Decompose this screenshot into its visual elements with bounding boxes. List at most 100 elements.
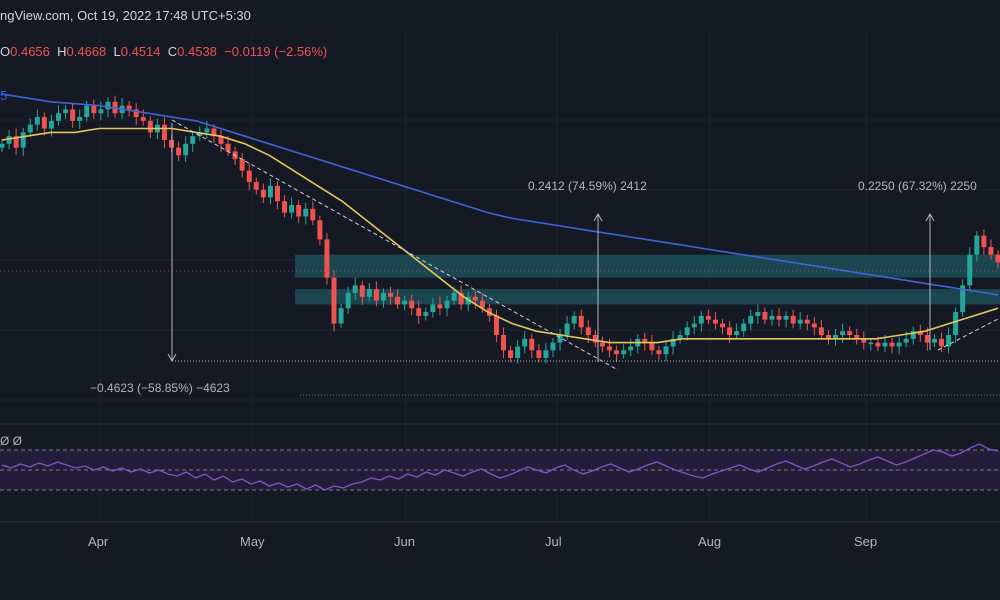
candle-body-114 bbox=[804, 319, 810, 324]
candle-body-137 bbox=[967, 254, 973, 286]
candle-body-30 bbox=[211, 128, 217, 137]
candle-body-48 bbox=[338, 308, 344, 324]
candle-body-123 bbox=[868, 342, 874, 345]
candle-body-132 bbox=[931, 338, 937, 343]
candle-body-37 bbox=[260, 189, 266, 198]
candle-body-98 bbox=[691, 323, 697, 328]
candle-body-1 bbox=[6, 136, 12, 144]
x-tick-label-3: Jul bbox=[545, 534, 562, 549]
candle-body-49 bbox=[345, 292, 351, 309]
candle-body-39 bbox=[274, 185, 280, 202]
candle-body-5 bbox=[34, 117, 40, 125]
candle-body-61 bbox=[430, 304, 436, 313]
candle-body-119 bbox=[840, 331, 846, 335]
candle-body-4 bbox=[27, 124, 33, 133]
candle-body-15 bbox=[105, 101, 111, 110]
candle-body-73 bbox=[515, 346, 521, 358]
candle-body-47 bbox=[331, 277, 337, 324]
candle-body-113 bbox=[797, 319, 803, 324]
candle-body-101 bbox=[712, 319, 718, 324]
candle-body-124 bbox=[875, 342, 881, 347]
candle-body-23 bbox=[161, 124, 167, 140]
candle-body-54 bbox=[380, 292, 386, 301]
change-value: −0.0119 (−2.56%) bbox=[224, 44, 328, 59]
candle-body-140 bbox=[988, 247, 994, 255]
candle-body-40 bbox=[282, 201, 288, 213]
candle-body-81 bbox=[571, 315, 577, 324]
candle-body-52 bbox=[366, 289, 372, 297]
candle-body-100 bbox=[705, 315, 711, 320]
candle-body-87 bbox=[614, 350, 620, 355]
zone-1 bbox=[295, 289, 1000, 305]
candle-body-67 bbox=[472, 296, 478, 301]
close-key: C bbox=[167, 44, 178, 59]
candle-body-38 bbox=[267, 185, 273, 198]
candle-body-82 bbox=[578, 315, 584, 328]
candle-body-55 bbox=[388, 292, 394, 297]
candle-body-125 bbox=[882, 342, 888, 347]
candle-body-126 bbox=[889, 342, 895, 347]
high-value: 0.4668 bbox=[66, 44, 107, 59]
candle-body-85 bbox=[599, 342, 605, 347]
candle-body-51 bbox=[359, 285, 365, 297]
candle-body-29 bbox=[204, 128, 210, 133]
x-tick-label-5: Sep bbox=[854, 534, 878, 549]
open-value: 0.4656 bbox=[10, 44, 50, 59]
candle-body-45 bbox=[317, 220, 323, 240]
candle-body-108 bbox=[762, 312, 768, 320]
measure-arrowhead-up-1 bbox=[593, 212, 603, 222]
candle-body-36 bbox=[253, 182, 259, 190]
candle-body-141 bbox=[995, 254, 1000, 263]
candle-body-91 bbox=[642, 338, 648, 343]
trendline-up bbox=[937, 317, 1000, 351]
candle-body-46 bbox=[324, 239, 330, 278]
candle-body-53 bbox=[373, 289, 379, 301]
candle-body-133 bbox=[938, 338, 944, 347]
candle-body-21 bbox=[147, 120, 153, 133]
candle-body-44 bbox=[310, 208, 316, 221]
candle-body-128 bbox=[903, 338, 909, 343]
candle-body-134 bbox=[946, 335, 952, 347]
candle-body-60 bbox=[423, 312, 429, 316]
x-tick-label-0: Apr bbox=[88, 534, 109, 549]
candle-body-76 bbox=[536, 350, 542, 358]
candle-body-71 bbox=[501, 335, 507, 351]
candle-body-31 bbox=[218, 136, 224, 144]
candle-body-129 bbox=[910, 331, 916, 339]
low-value: 0.4514 bbox=[120, 44, 161, 59]
candle-body-50 bbox=[352, 285, 358, 293]
candle-body-8 bbox=[56, 113, 62, 121]
candle-body-13 bbox=[91, 105, 97, 114]
candle-body-18 bbox=[126, 105, 132, 110]
candle-body-63 bbox=[444, 300, 450, 309]
zone-0 bbox=[295, 254, 1000, 278]
candle-body-19 bbox=[133, 109, 139, 118]
candle-body-43 bbox=[303, 208, 309, 217]
measure-label-up-1: 0.2412 (74.59%) 2412 bbox=[528, 179, 647, 193]
candle-body-58 bbox=[409, 300, 415, 309]
header-source-line: ngView.com, Oct 19, 2022 17:48 UTC+5:30 bbox=[0, 8, 251, 23]
open-key: O bbox=[0, 44, 11, 59]
candle-body-35 bbox=[246, 170, 252, 183]
candle-body-89 bbox=[628, 346, 634, 351]
candle-body-95 bbox=[670, 338, 676, 347]
rsi-legend-label: Ø Ø bbox=[0, 434, 23, 448]
candle-body-56 bbox=[395, 296, 401, 305]
candle-body-80 bbox=[564, 323, 570, 335]
high-key: H bbox=[57, 44, 67, 59]
candle-body-2 bbox=[13, 136, 19, 148]
candle-body-72 bbox=[508, 350, 514, 358]
x-tick-label-2: Jun bbox=[394, 534, 415, 549]
candle-body-86 bbox=[606, 346, 612, 351]
candle-body-138 bbox=[974, 235, 980, 255]
x-tick-label-1: May bbox=[240, 534, 265, 549]
candle-body-78 bbox=[550, 342, 556, 351]
candle-body-106 bbox=[748, 315, 754, 324]
candle-body-131 bbox=[924, 335, 930, 343]
candle-body-115 bbox=[811, 323, 817, 328]
candle-body-26 bbox=[183, 143, 189, 156]
candle-body-27 bbox=[190, 136, 196, 144]
candle-body-68 bbox=[479, 300, 485, 309]
